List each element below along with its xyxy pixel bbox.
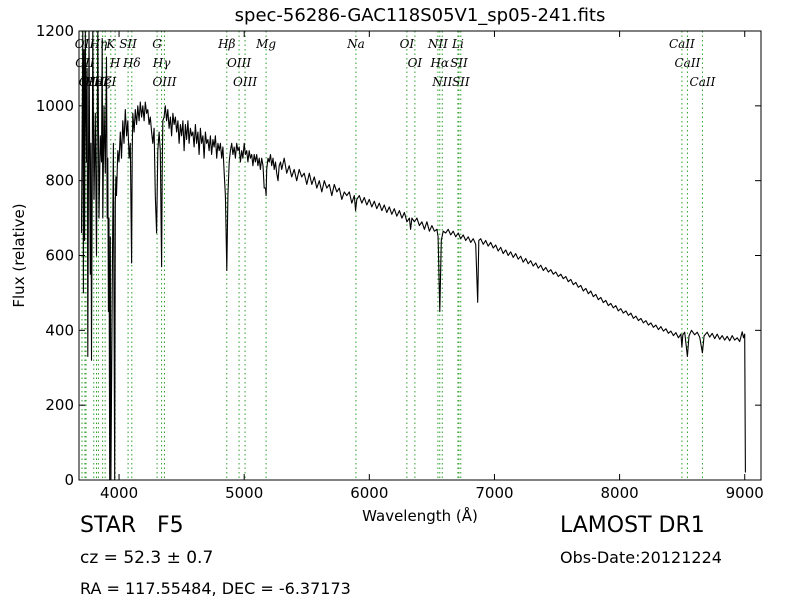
x-tick-label: 4000	[100, 484, 138, 502]
line-labels: OIOIIOIHθHeIHηHζHeIKHSIIHδGHγOIIIHβOIIIO…	[75, 37, 716, 89]
line-label: SII	[452, 75, 470, 89]
line-label: CaII	[690, 75, 716, 89]
coordinates: RA = 117.55484, DEC = -6.37173	[80, 579, 351, 598]
x-tick-label: 7000	[475, 484, 513, 502]
x-tick-label: 9000	[726, 484, 764, 502]
y-tick-label: 200	[45, 396, 74, 414]
x-ticks: 4000 5000 6000 7000 8000 9000	[100, 31, 764, 502]
line-label: Hδ	[122, 56, 141, 70]
chart-title: spec-56286-GAC118S05V1_sp05-241.fits	[234, 5, 606, 26]
line-label: OIII	[152, 75, 176, 89]
spectrum-line	[80, 30, 746, 481]
line-label: SII	[450, 56, 468, 70]
line-label: Mg	[255, 37, 276, 51]
line-label: G	[152, 37, 162, 51]
x-tick-label: 8000	[601, 484, 639, 502]
y-axis-label: Flux (relative)	[10, 203, 28, 307]
redshift-value: cz = 52.3 ± 0.7	[80, 548, 214, 568]
line-label: OI	[400, 37, 415, 51]
plot-frame	[78, 30, 762, 481]
y-tick-label: 0	[64, 471, 74, 489]
line-label: OIII	[233, 75, 257, 89]
line-markers	[81, 31, 703, 480]
line-label: NII	[431, 75, 452, 89]
line-label: OI	[408, 56, 423, 70]
line-label: Hγ	[152, 56, 171, 70]
survey-name: LAMOST DR1	[560, 513, 705, 538]
line-label: OIII	[227, 56, 251, 70]
observation-date: Obs-Date:20121224	[560, 548, 722, 567]
x-axis-label: Wavelength (Å)	[362, 506, 478, 525]
object-class: STAR F5	[80, 513, 184, 538]
line-label: HeI	[93, 75, 117, 89]
y-tick-label: 400	[45, 321, 74, 339]
y-tick-label: 1000	[36, 97, 74, 115]
y-tick-label: 1200	[36, 22, 74, 40]
line-label: Hα	[429, 56, 449, 70]
line-label: Li	[451, 37, 464, 51]
line-label: OI	[75, 37, 90, 51]
line-label: SII	[119, 37, 137, 51]
line-label: Na	[346, 37, 365, 51]
line-label: NII	[427, 37, 448, 51]
x-tick-label: 6000	[350, 484, 388, 502]
line-label: H	[109, 56, 121, 70]
line-label: CaII	[669, 37, 695, 51]
line-label: Hβ	[217, 37, 235, 51]
y-tick-label: 800	[45, 172, 74, 190]
y-ticks: 0 200 400 600 800 1000 1200	[36, 22, 761, 489]
x-tick-label: 5000	[225, 484, 263, 502]
line-label: CaII	[675, 56, 701, 70]
y-tick-label: 600	[45, 247, 74, 265]
series-layer	[80, 30, 746, 481]
line-label: K	[105, 37, 116, 51]
